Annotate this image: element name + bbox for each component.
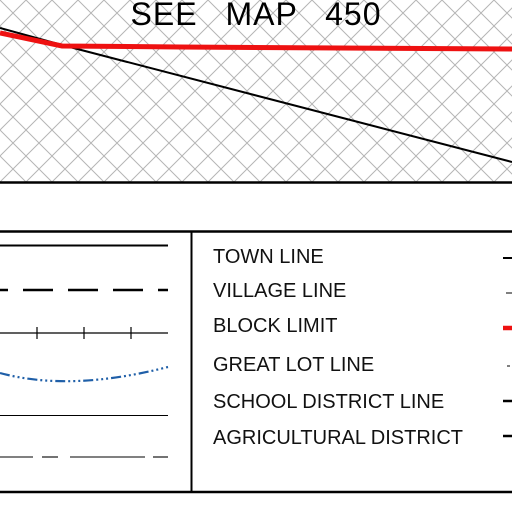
see-map-label: SEE MAP 450 [130,0,382,32]
legend-label-village-line: VILLAGE LINE [213,280,347,302]
symbol-block-limit [0,327,168,339]
symbol-great-lot-line [0,365,169,383]
legend-label-agricultural-district: AGRICULTURAL DISTRICT [213,427,464,449]
legend-label-town-line: TOWN LINE [213,246,324,268]
hatched-area [0,0,512,182]
block-limit-line [0,30,512,52]
right-symbols-truncated [503,257,512,438]
legend-label-great-lot-line: GREAT LOT LINE [213,354,375,376]
legend-label-block-limit: BLOCK LIMIT [213,315,338,337]
legend-label-school-district-line: SCHOOL DISTRICT LINE [213,391,445,413]
